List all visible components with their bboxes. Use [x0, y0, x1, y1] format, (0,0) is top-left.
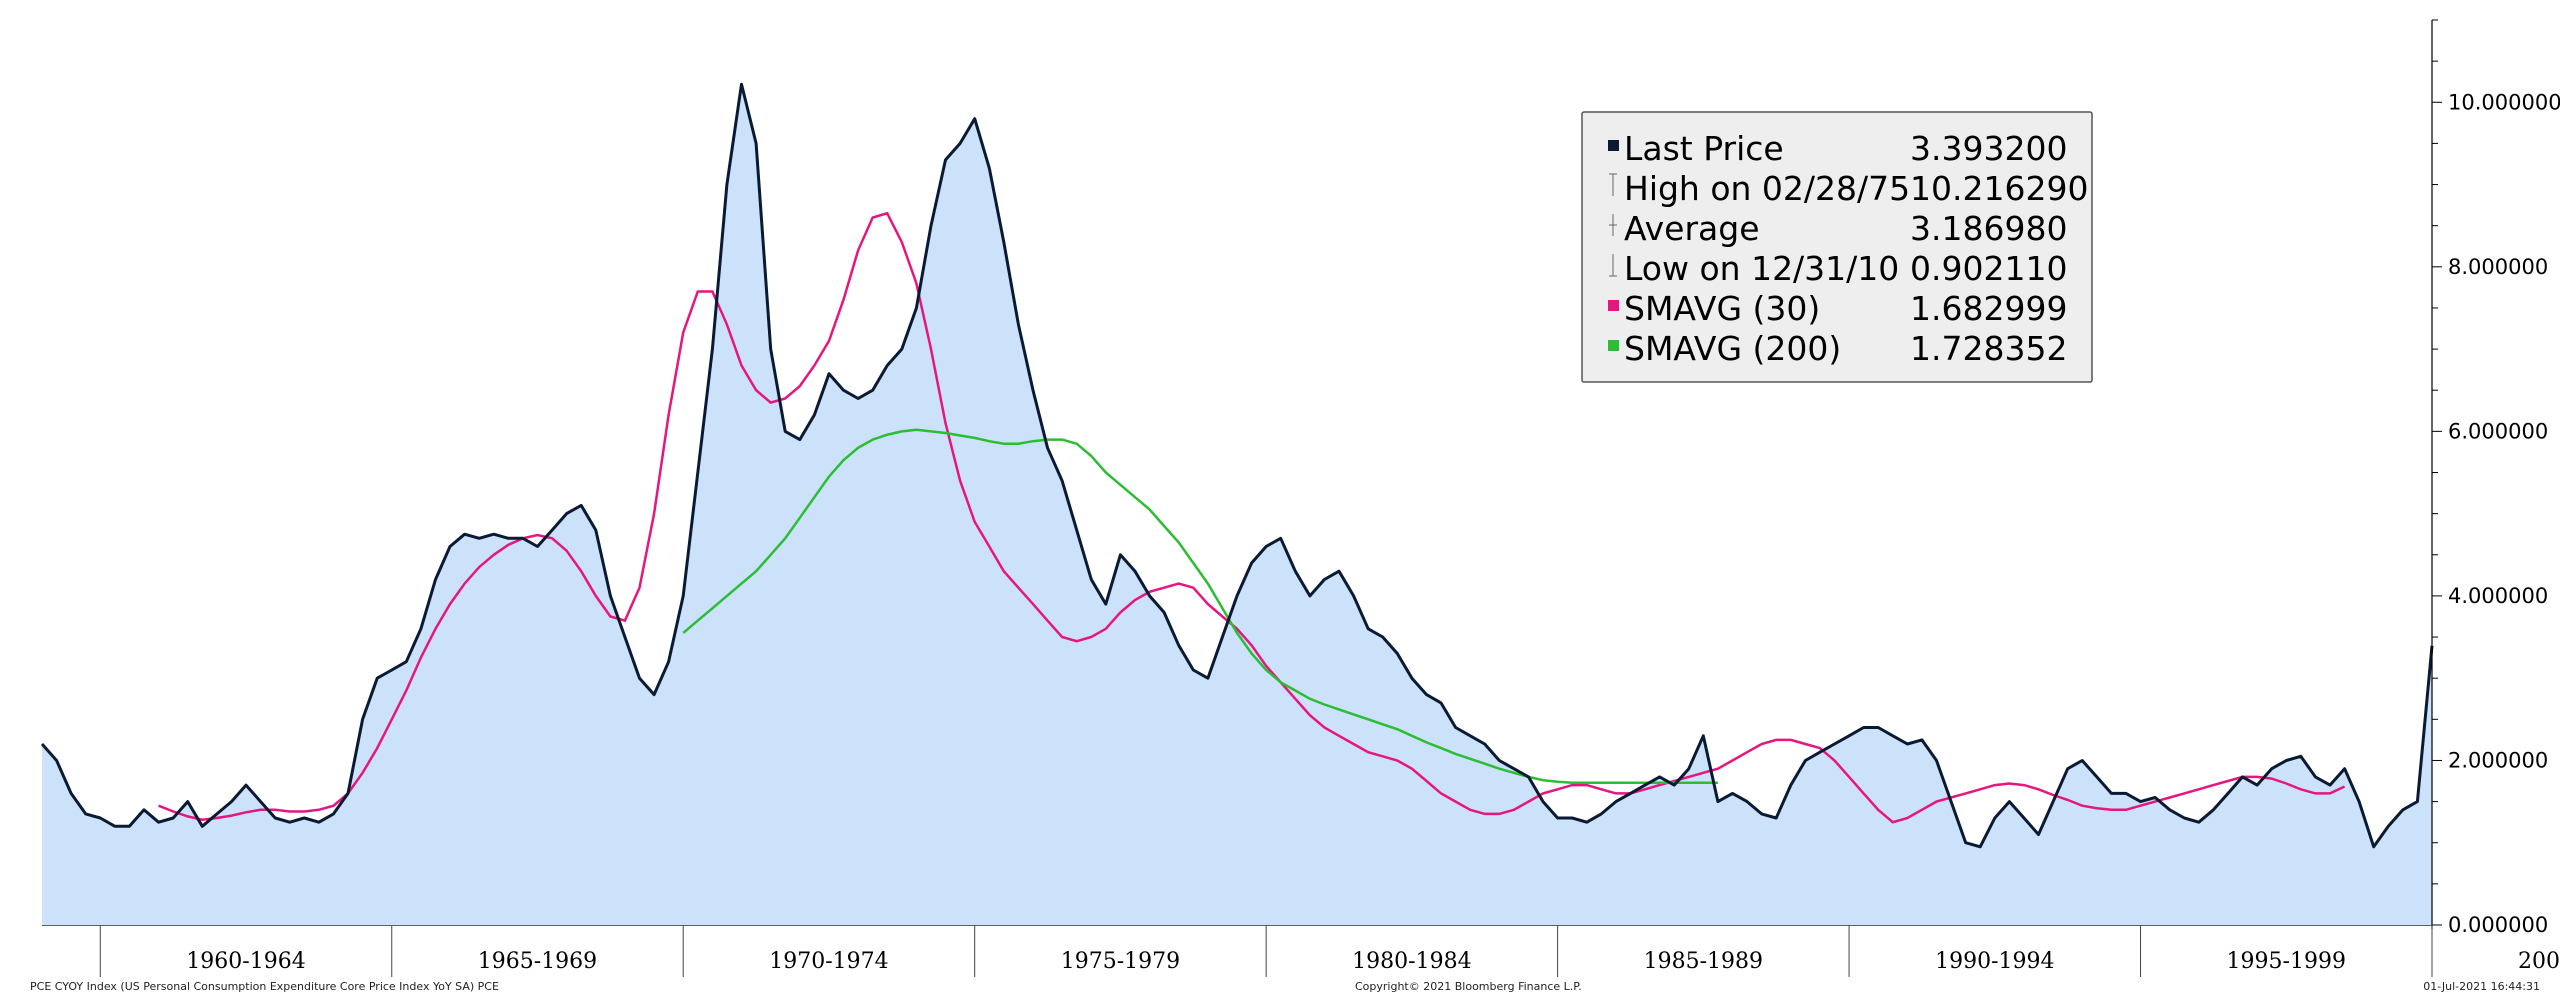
legend-label: SMAVG (30)	[1624, 289, 1820, 328]
legend-marker	[1608, 300, 1619, 311]
legend-value: 0.902110	[1910, 249, 2067, 288]
x-tick-label: 1985-1989	[1644, 949, 1763, 974]
x-tick-label: 2000-2004	[2518, 949, 2560, 974]
legend-label: Low on 12/31/10	[1624, 249, 1899, 288]
footer-timestamp: 01-Jul-2021 16:44:31	[2423, 980, 2540, 993]
series-line-last-price	[40, 82, 2434, 849]
x-tick-label: 1990-1994	[1935, 949, 2054, 974]
y-tick-label: 8.000000	[2448, 255, 2548, 279]
legend-label: SMAVG (200)	[1624, 329, 1841, 368]
x-axis: 1960-1964 1965-1969 1970-1974 1975-1979 1980…	[99, 925, 2560, 977]
legend-marker	[1608, 340, 1619, 351]
x-tick-label: 1995-1999	[2227, 949, 2346, 974]
y-tick-label: 4.000000	[2448, 584, 2548, 608]
footer-source: PCE CYOY Index (US Personal Consumption …	[30, 980, 499, 993]
legend-marker	[1608, 140, 1619, 151]
y-axis: 10.000000 8.000000 6.000000 4.000000 2.00000…	[2431, 19, 2560, 937]
x-tick-label: 1970-1974	[769, 949, 888, 974]
legend-value: 10.216290	[1910, 169, 2088, 208]
footer-copyright: Copyright© 2021 Bloomberg Finance L.P.	[1355, 980, 1582, 993]
legend-label: Last Price	[1624, 129, 1784, 168]
y-tick-label: 0.000000	[2448, 913, 2548, 937]
series-line-smavg-200	[682, 428, 1718, 785]
legend-value: 1.728352	[1910, 329, 2067, 368]
x-tick-label: 1965-1969	[478, 949, 597, 974]
legend-value: 1.682999	[1910, 289, 2067, 328]
legend-value: 3.393200	[1910, 129, 2067, 168]
y-tick-label: 6.000000	[2448, 419, 2548, 443]
y-tick-label: 10.000000	[2448, 90, 2560, 114]
legend-box	[1581, 111, 2093, 383]
legend-label: High on 02/28/75	[1624, 169, 1910, 208]
series-layer	[40, 82, 2434, 925]
x-tick-label: 1975-1979	[1061, 949, 1180, 974]
legend-label: Average	[1624, 209, 1760, 248]
series-area-last-price	[42, 84, 2432, 925]
x-tick-label: 1980-1984	[1352, 949, 1471, 974]
legend-value: 3.186980	[1910, 209, 2067, 248]
y-tick-label: 2.000000	[2448, 748, 2548, 772]
x-tick-label: 1960-1964	[186, 949, 305, 974]
